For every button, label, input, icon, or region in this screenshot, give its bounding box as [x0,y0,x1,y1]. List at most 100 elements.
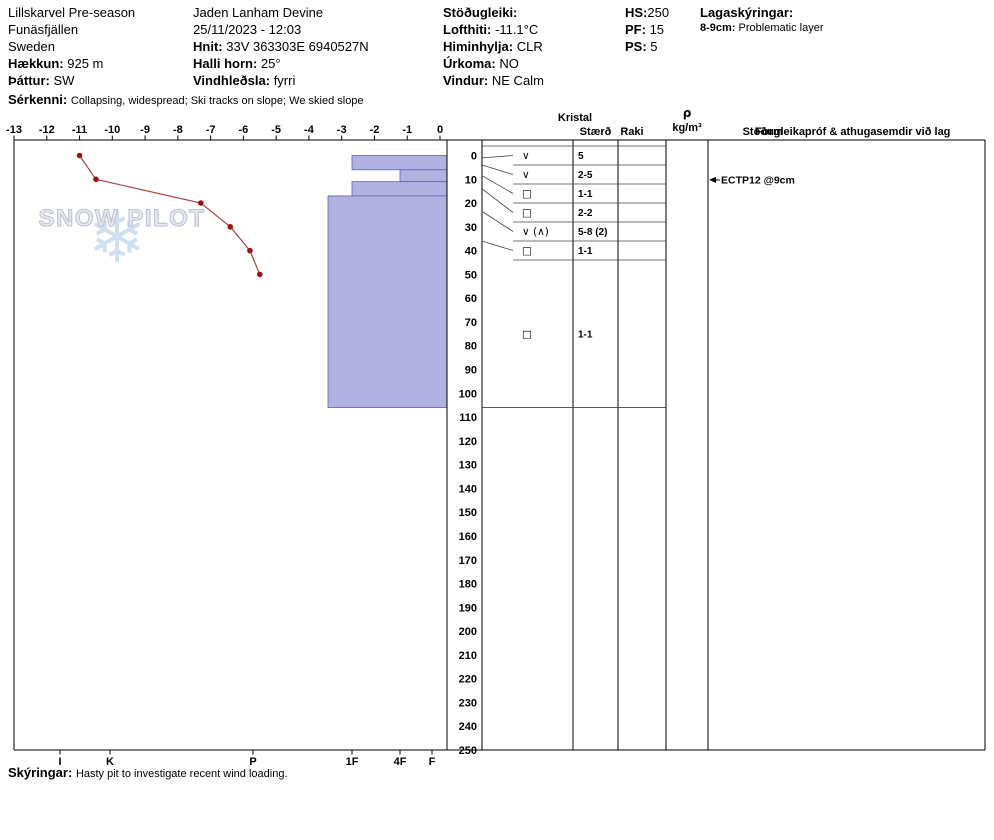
size-header: Stærð [580,126,612,138]
temperature-curve [79,155,261,275]
sky-label: Himinhylja: [443,39,514,54]
temp-axis-label: -1 [402,124,412,136]
form-header: Form [755,126,783,138]
density-header-unit: kg/m³ [672,122,702,134]
depth-axis-label: 250 [459,745,477,757]
depth-axis-label: 240 [459,721,477,733]
pit-name: Lillskarvel Pre-season [8,5,136,20]
footer-line: Skýringar: Hasty pit to investigate rece… [8,765,288,780]
temperature-point [227,224,234,230]
aspect-label: Þáttur: [8,73,50,88]
depth-axis-label: 70 [465,317,477,329]
header-observer-block: Jaden Lanham Devine 25/11/2023 - 12:03 H… [193,4,369,89]
temp-axis-label: -5 [271,124,281,136]
ps-label: PS: [625,39,647,54]
grain-form-symbol: □ [522,328,532,340]
depth-axis-label: 120 [459,436,477,448]
layer-hardness-bar [351,155,448,171]
elevation-label: Hækkun: [8,56,64,71]
temp-axis-label: -11 [72,124,87,136]
slope-angle-value: 25° [260,56,281,71]
layer-leader-line [481,155,514,159]
layer-leader-line [481,240,514,251]
features-label: Sérkenni: [8,92,68,107]
layer-leader-line [481,164,514,175]
layer-note-depth: 8-9cm: [700,22,736,34]
temperature-point [256,271,263,278]
layer-hardness-bar [327,195,448,408]
features-value: Collapsing, widespread; Ski tracks on sl… [70,95,364,107]
depth-axis-label: 80 [465,341,477,353]
grain-form-symbol: ∨ [522,150,530,162]
wind-label: Vindur: [443,73,489,88]
depth-axis-label: 30 [465,222,477,234]
grain-size-value: 1-1 [578,189,593,200]
temp-axis-label: -9 [140,124,150,136]
pf-value: 15 [649,22,665,37]
depth-axis-label: 200 [459,626,477,638]
depth-axis-label: 10 [465,174,477,186]
depth-axis-label: 20 [465,198,477,210]
precip-label: Úrkoma: [443,56,496,71]
temp-axis-label: -2 [370,124,380,136]
hs-label: HS: [625,5,648,20]
stability-label: Stöðugleiki: [443,5,518,20]
hs-value: 250 [647,5,670,20]
grain-size-value: 2-2 [578,208,593,219]
wind-value: NE Calm [491,73,544,88]
air-temp-label: Lofthiti: [443,22,492,37]
temp-axis-label: 0 [437,124,443,136]
depth-axis-label: 230 [459,697,477,709]
ps-value: 5 [650,39,658,54]
layer-leader-line [481,175,514,194]
grain-size-value: 5 [578,151,584,162]
depth-axis-label: 50 [465,269,477,281]
temp-axis-label: -8 [173,124,183,136]
grain-size-value: 1-1 [578,246,593,257]
observer-name: Jaden Lanham Devine [193,5,324,20]
depth-axis-label: 100 [459,388,477,400]
hardness-axis-label: I [58,756,61,768]
temp-axis-label: -10 [104,124,120,136]
pf-label: PF: [625,22,646,37]
hardness-axis-label: K [106,756,114,768]
crystal-header: Kristal [558,112,592,124]
temp-axis-label: -6 [238,124,248,136]
temp-axis-label: -12 [39,124,55,136]
layer-note-text: Problematic layer [738,22,824,34]
depth-axis-label: 220 [459,674,477,686]
layer-hardness-bar [399,169,448,183]
sky-value: CLR [516,39,543,54]
depth-axis-label: 180 [459,579,477,591]
grain-size-value: 2-5 [578,170,593,181]
grain-size-value: 5-8 (2) [578,227,607,238]
temperature-point [247,247,253,254]
depth-axis-label: 130 [459,460,477,472]
watermark-snowflake-icon: ❄ [88,197,147,279]
country-name: Sweden [8,39,55,54]
grain-form-symbol: □ [522,188,532,200]
density-header-symbol: ρ [683,106,692,120]
temp-axis-label: -4 [304,124,315,136]
features-line: Sérkenni: Collapsing, widespread; Ski tr… [8,92,364,107]
watermark-logo-text: SNOW PILOT [39,205,206,232]
header-totals-block: HS:250 PF: 15 PS: 5 [625,4,669,55]
depth-axis-label: 190 [459,602,477,614]
layer-leader-line [481,211,514,232]
coords-label: Hnit: [193,39,223,54]
tests-comments-header: Stöðugleikapróf & athugasemdir við lag [743,126,951,138]
depth-axis-label: 90 [465,365,477,377]
temperature-point [197,200,204,206]
test-result-label: ECTP12 @9cm [721,174,795,186]
header-site-block: Lillskarvel Pre-season Funäsfjällen Swed… [8,4,135,89]
grain-form-symbol: □ [522,207,532,219]
grain-size-value: 1-1 [578,329,593,340]
temperature-point [76,152,83,159]
temp-axis-label: -3 [337,124,347,136]
elevation-value: 925 m [67,56,104,71]
grain-form-symbol: ∨ [522,169,530,181]
header-weather-block: Stöðugleiki: Lofthiti: -11.1°C Himinhylj… [443,4,544,89]
layer-leader-line [481,188,514,213]
hardness-axis-label: F [429,756,436,768]
